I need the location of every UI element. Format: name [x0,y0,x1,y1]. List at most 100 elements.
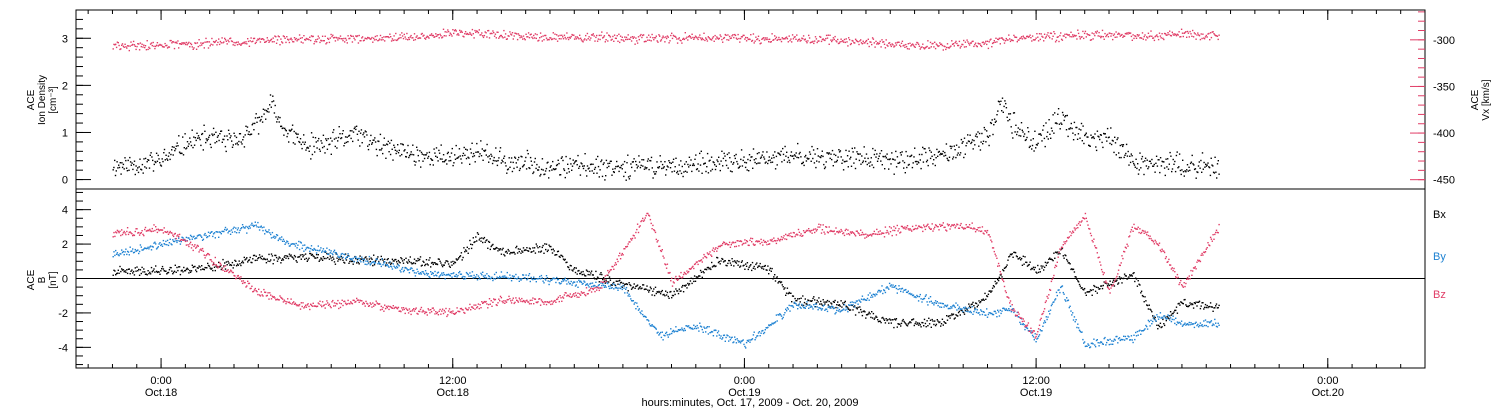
bx-point [757,266,759,269]
velocity-point [146,40,148,42]
ion-density-point [545,167,548,170]
velocity-point [878,42,881,44]
bx-point [1143,301,1145,303]
bx-point [927,325,929,327]
velocity-point [453,32,455,35]
ion-density-point [638,161,641,163]
bx-point [245,258,247,260]
bx-point [473,241,475,244]
bx-point [407,259,410,261]
bx-point [121,269,124,271]
velocity-point [237,41,239,43]
velocity-point [918,45,921,47]
velocity-point [418,37,420,39]
ion-density-point [750,156,752,158]
velocity-point [390,40,393,42]
ion-density-point [348,134,351,137]
bx-point [909,321,911,323]
ion-density-point [640,164,642,167]
velocity-point [812,40,814,43]
ion-density-point [332,131,334,134]
velocity-point [531,36,533,38]
by-point [484,274,486,277]
bx-point [123,271,125,273]
ion-density-point [159,164,162,166]
bx-point [562,255,564,258]
ion-density-point [468,157,470,159]
ion-density-point [261,121,264,123]
by-point [824,309,826,311]
by-point [642,315,645,318]
velocity-point [955,40,957,43]
ion-density-point [1194,168,1197,170]
ion-density-point [1035,147,1037,149]
ion-density-point [683,171,685,173]
by-point [854,302,857,304]
velocity-point [767,38,769,41]
ion-density-point [328,143,330,146]
bx-point [911,318,914,321]
ion-density-point [945,143,948,145]
ion-density-point [604,179,606,181]
velocity-point [386,36,388,38]
velocity-point [938,45,940,47]
ion-density-point [1010,126,1012,128]
bx-point [258,254,261,256]
by-point [386,264,388,266]
ion-density-point [955,156,957,159]
bx-point [493,248,495,250]
ion-density-point [650,160,652,162]
by-point [234,231,236,233]
by-point [295,242,297,245]
velocity-point [117,42,119,44]
bx-point [397,259,400,262]
ion-density-point [1050,137,1052,139]
velocity-point [698,36,700,38]
bx-point [1186,305,1188,307]
velocity-point [1097,35,1099,37]
by-point [661,331,663,333]
by-point [310,247,312,250]
bx-point [165,270,167,272]
ion-density-point [845,149,847,152]
ion-density-point [776,164,778,166]
bx-point [1100,285,1103,287]
ion-density-point [608,162,611,164]
ion-density-point [267,108,269,110]
ion-density-point [480,140,482,142]
velocity-point [952,43,955,45]
velocity-point [747,38,749,41]
velocity-point [331,35,333,38]
ion-density-point [420,151,423,154]
by-point [792,306,795,308]
velocity-point [686,36,688,38]
velocity-point [1182,35,1184,38]
bx-point [378,260,380,263]
bx-point [448,265,451,267]
by-point [448,274,451,276]
by-point [383,262,385,264]
ion-density-point [986,135,989,137]
ion-density-point [749,159,751,162]
velocity-point [986,43,988,46]
bx-point [499,248,502,250]
ion-density-point [431,159,434,161]
ion-density-point [422,160,424,162]
bx-point [832,300,835,303]
bx-point [884,322,887,324]
by-point [625,286,628,289]
velocity-point [837,38,839,41]
by-point [206,236,208,239]
ion-density-point [442,161,444,163]
ion-density-point [954,149,956,151]
ion-density-point [1080,129,1082,131]
by-point [413,272,416,274]
by-point [481,274,483,276]
velocity-point [562,38,565,40]
by-point [461,276,463,279]
ion-density-point [1159,157,1162,159]
ion-density-point [692,163,695,165]
by-point [845,307,847,309]
bx-point [200,269,202,271]
ion-density-point [123,168,125,170]
